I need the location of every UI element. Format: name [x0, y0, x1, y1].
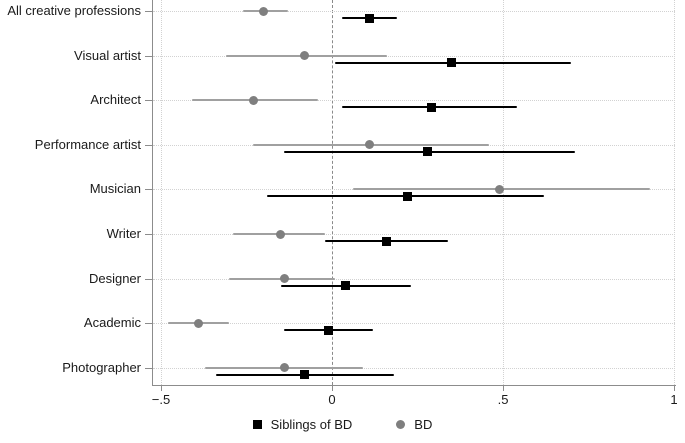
- square-marker: [324, 325, 334, 335]
- category-gridline: [153, 234, 675, 235]
- zero-reference-line: [332, 0, 333, 385]
- circle-marker: [194, 318, 204, 328]
- x-tick-mark: [674, 386, 675, 391]
- x-gridline: [503, 0, 504, 385]
- square-marker: [426, 102, 436, 112]
- y-axis-tick: [145, 234, 152, 235]
- circle-marker: [279, 363, 289, 373]
- plot-area: [145, 0, 676, 386]
- category-gridline: [153, 278, 675, 280]
- category-label: Photographer: [62, 359, 141, 375]
- category-label: Writer: [106, 226, 141, 241]
- circle-marker-icon: [396, 420, 406, 429]
- circle-marker: [279, 274, 289, 284]
- category-labels: All creative professions Visual artist Arc…: [0, 0, 145, 386]
- x-tick-label: 1: [670, 392, 678, 407]
- x-tick-mark: [161, 386, 162, 391]
- square-marker: [382, 236, 392, 246]
- y-axis-tick: [145, 55, 152, 57]
- category-label: Performance artist: [34, 136, 141, 152]
- square-marker: [402, 191, 412, 201]
- legend-item-bd: BD: [396, 417, 432, 432]
- square-marker: [341, 281, 351, 291]
- y-axis-tick: [145, 144, 152, 146]
- legend-label-bd: BD: [414, 417, 433, 432]
- x-gridline: [674, 0, 675, 385]
- category-gridline: [153, 323, 675, 325]
- x-tick-mark: [503, 386, 504, 391]
- circle-marker: [276, 229, 286, 239]
- x-tick-label: .5: [497, 392, 509, 407]
- category-gridline: [153, 55, 675, 57]
- square-marker-icon: [252, 420, 262, 429]
- y-axis-tick: [145, 323, 152, 325]
- circle-marker: [300, 51, 310, 61]
- circle-marker: [495, 184, 505, 194]
- y-axis-tick: [145, 189, 152, 191]
- category-label: Visual artist: [74, 47, 141, 63]
- category-gridline: [153, 367, 675, 369]
- legend-item-siblings-of-bd: Siblings of BD: [252, 417, 353, 432]
- category-label: Designer: [88, 270, 141, 286]
- y-axis-tick: [145, 100, 152, 102]
- y-axis-tick: [145, 367, 152, 369]
- category-label: All creative professions: [7, 3, 141, 18]
- x-tick-label: 0: [328, 392, 336, 407]
- circle-marker: [365, 140, 375, 150]
- y-axis-line: [152, 0, 153, 385]
- legend: Siblings of BD BD: [0, 417, 685, 432]
- square-marker: [447, 58, 457, 68]
- category-label: Musician: [89, 181, 141, 197]
- category-label: Architect: [90, 92, 141, 108]
- category-gridline: [153, 11, 675, 12]
- y-axis-tick: [145, 11, 152, 12]
- category-label: Academic: [83, 315, 141, 331]
- x-tick-mark: [332, 386, 333, 391]
- circle-marker: [248, 95, 258, 105]
- x-axis-line: [152, 385, 676, 386]
- x-tick-label: −.5: [151, 392, 171, 407]
- x-gridline: [161, 0, 162, 385]
- square-marker: [365, 13, 375, 23]
- legend-label-siblings: Siblings of BD: [270, 417, 353, 432]
- category-gridline: [153, 100, 675, 102]
- square-marker: [300, 370, 310, 380]
- square-marker: [423, 147, 433, 157]
- y-axis-tick: [145, 278, 152, 280]
- circle-marker: [259, 6, 269, 16]
- x-axis-ticks: −.5 0 .5 1: [152, 386, 678, 412]
